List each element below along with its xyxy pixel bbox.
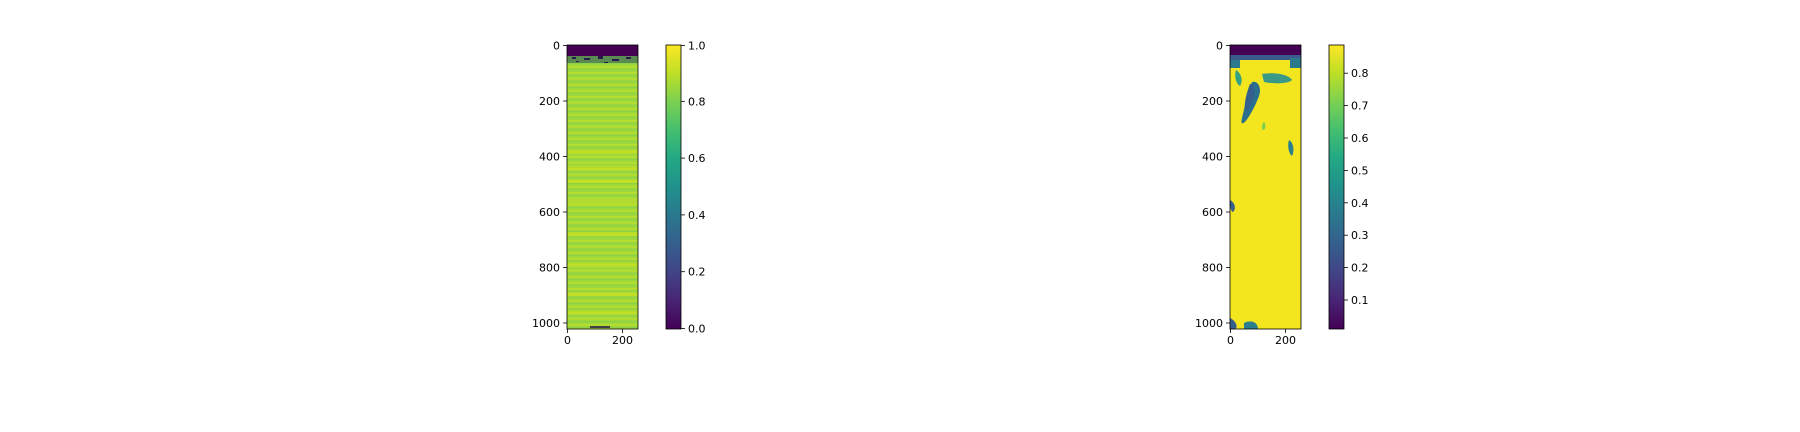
left-y-tick-label: 400	[539, 151, 560, 164]
right-x-tick-label: 0	[1227, 334, 1234, 347]
left-colorbar: 0.0 0.2 0.4 0.6 0.8 1.0	[665, 40, 706, 336]
left-y-tick-label: 800	[539, 262, 560, 275]
right-y-tick-label: 400	[1202, 151, 1223, 164]
right-heatmap-image	[1230, 45, 1301, 329]
right-x-tick-label: 200	[1275, 334, 1296, 347]
right-heatmap-blob	[1230, 318, 1237, 329]
right-colorbar-tick-label: 0.1	[1351, 294, 1369, 307]
right-heatmap-blob	[1230, 200, 1235, 212]
left-y-tick-label: 600	[539, 206, 560, 219]
right-y-tick-label: 200	[1202, 95, 1223, 108]
right-y-tick-label: 0	[1216, 40, 1223, 53]
left-colorbar-gradient	[665, 44, 682, 330]
right-colorbar-tick-label: 0.6	[1351, 132, 1369, 145]
right-heatmap-transition	[1230, 55, 1301, 60]
right-x-axis	[1230, 329, 1286, 333]
left-heatmap-noise-dark	[612, 59, 619, 61]
right-colorbar-tick-label: 0.8	[1351, 67, 1369, 80]
right-colorbar-gradient	[1328, 44, 1345, 330]
right-heatmap-panel: 0 200 400 600 800 1000 0 200	[1195, 40, 1302, 347]
right-heatmap-transition	[1230, 60, 1240, 68]
left-heatmap-top-band	[567, 45, 638, 56]
left-colorbar-tick-label: 0.4	[688, 209, 706, 222]
left-x-tick-label: 200	[612, 334, 633, 347]
left-colorbar-tick-label: 0.0	[688, 323, 706, 336]
right-heatmap-blob	[1244, 321, 1258, 329]
right-y-tick-label: 1000	[1195, 317, 1223, 330]
left-heatmap-noise-dark	[598, 56, 603, 59]
right-colorbar-tick-label: 0.5	[1351, 164, 1369, 177]
left-heatmap-noise-dark	[576, 61, 579, 62]
left-colorbar-tick-label: 0.8	[688, 95, 706, 108]
left-heatmap-noise-band	[567, 56, 638, 63]
left-colorbar-tick-label: 1.0	[688, 40, 706, 53]
right-colorbar-tick-label: 0.3	[1351, 229, 1369, 242]
left-heatmap-band	[567, 165, 638, 171]
left-x-tick-label: 0	[564, 334, 571, 347]
left-colorbar-tick-label: 0.2	[688, 266, 706, 279]
left-y-tick-label: 200	[539, 95, 560, 108]
left-heatmap-band	[567, 150, 638, 154]
right-heatmap-blob	[1288, 140, 1294, 156]
left-colorbar-tick-label: 0.6	[688, 152, 706, 165]
left-heatmap-band	[567, 262, 638, 268]
left-heatmap-noise-dark	[572, 57, 576, 59]
right-colorbar-tick-label: 0.2	[1351, 262, 1369, 275]
left-y-axis	[563, 45, 567, 324]
left-heatmap-band	[567, 180, 638, 183]
right-heatmap-transition	[1290, 58, 1301, 68]
right-heatmap-blob	[1244, 84, 1255, 111]
right-y-axis	[1226, 45, 1230, 324]
left-y-tick-label: 1000	[532, 317, 560, 330]
right-colorbar: 0.1 0.2 0.3 0.4 0.5 0.6 0.7 0.8	[1328, 44, 1369, 330]
left-heatmap-band	[567, 200, 638, 205]
left-y-tick-label: 0	[553, 40, 560, 53]
left-heatmap-band	[567, 232, 638, 236]
left-heatmap-noise-dark	[584, 58, 590, 60]
left-heatmap-band	[567, 292, 638, 296]
right-heatmap-blob	[1262, 73, 1292, 84]
left-heatmap-image	[567, 45, 638, 329]
left-heatmap-noise-dark	[626, 57, 631, 59]
right-axes-frame	[1229, 44, 1302, 330]
left-heatmap-noise-dark	[604, 62, 608, 63]
left-heatmap-noise-dark	[590, 326, 610, 328]
left-heatmap-band	[567, 310, 638, 315]
right-heatmap-blob	[1261, 122, 1266, 130]
left-axes-frame	[566, 44, 639, 330]
right-y-tick-label: 800	[1202, 262, 1223, 275]
left-heatmap-panel: 0 200 400 600 800 1000 0 200	[532, 40, 639, 347]
right-y-tick-label: 600	[1202, 206, 1223, 219]
right-colorbar-tick-label: 0.7	[1351, 100, 1369, 113]
right-heatmap-blob	[1235, 70, 1242, 86]
right-heatmap-top-band	[1230, 45, 1301, 55]
right-colorbar-tick-label: 0.4	[1351, 197, 1369, 210]
left-x-axis	[567, 329, 623, 333]
